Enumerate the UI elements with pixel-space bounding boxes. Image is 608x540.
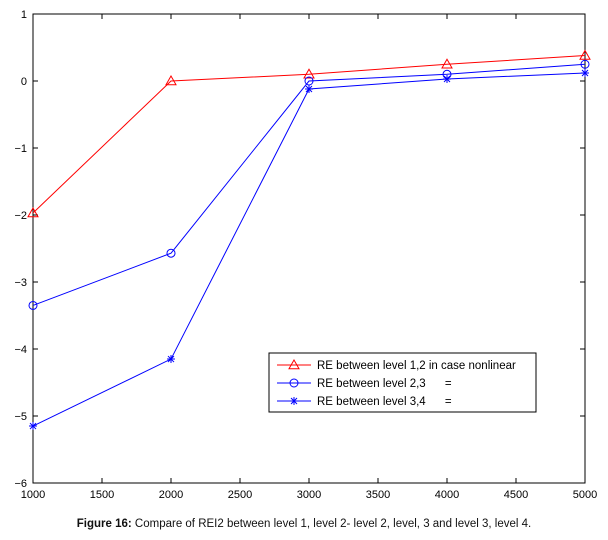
x-tick-label: 3500: [366, 489, 390, 501]
y-tick-label: −2: [14, 210, 27, 222]
plot-area: [32, 13, 586, 484]
legend-box: [268, 352, 537, 413]
data-point: [581, 68, 589, 77]
data-point: [28, 300, 38, 310]
data-point: [303, 68, 315, 79]
y-tick-label: −1: [14, 143, 27, 155]
series-line: [32, 63, 586, 306]
data-point: [304, 76, 314, 86]
figure-caption: Figure 16: Compare of REI2 between level…: [0, 518, 608, 530]
y-tick-label: −6: [14, 478, 27, 490]
legend-item: RE between level 2,3 =: [277, 378, 452, 390]
x-tick-label: 4000: [435, 489, 459, 501]
legend-marker: [289, 378, 299, 388]
legend-marker: [290, 397, 298, 405]
y-tick-label: −4: [14, 344, 27, 356]
legend: RE between level 1,2 in case nonlinear RE…: [268, 352, 537, 413]
caption-text: Compare of REI2 between level 1, level 2…: [131, 518, 532, 530]
x-tick-label: 5000: [573, 489, 597, 501]
data-point: [580, 59, 590, 69]
data-point: [165, 74, 177, 86]
axis-ticks: 1000 1500 2000 2500 3000 3500 4000 4500 5000 1 0 −1…: [14, 9, 597, 501]
legend-label: RE between level 3,4 =: [317, 396, 452, 408]
legend-item: RE between level 1,2 in case nonlinear: [277, 358, 516, 372]
data-point: [29, 422, 37, 431]
caption-label: Figure 16:: [76, 518, 132, 530]
x-tick-label: 4500: [504, 489, 528, 501]
legend-label: RE between level 1,2 in case nonlinear: [317, 360, 516, 372]
x-tick-label: 3000: [297, 489, 321, 501]
y-tick-label: 0: [21, 76, 27, 88]
data-point: [305, 85, 313, 94]
data-point: [167, 355, 175, 364]
legend-marker: [288, 358, 300, 370]
series-1: [27, 49, 591, 218]
series-line: [32, 55, 586, 214]
y-tick-label: −3: [14, 277, 27, 289]
series-2: [28, 59, 590, 310]
legend-label: RE between level 2,3 =: [317, 378, 452, 390]
y-tick-label: 1: [21, 9, 27, 21]
series-3: [29, 68, 589, 431]
data-point: [166, 248, 176, 258]
legend-item: RE between level 3,4 =: [277, 396, 452, 408]
x-tick-label: 1500: [90, 489, 114, 501]
data-point: [27, 206, 39, 218]
x-tick-label: 2500: [228, 489, 252, 501]
x-tick-label: 1000: [21, 489, 45, 501]
x-tick-label: 2000: [159, 489, 183, 501]
data-series: [27, 49, 591, 431]
data-point: [441, 58, 453, 69]
data-point: [579, 49, 591, 60]
y-tick-label: −5: [14, 411, 27, 423]
chart-plot: 1000 1500 2000 2500 3000 3500 4000 4500 5000 1 0 −1…: [14, 9, 597, 501]
data-point: [443, 74, 451, 83]
